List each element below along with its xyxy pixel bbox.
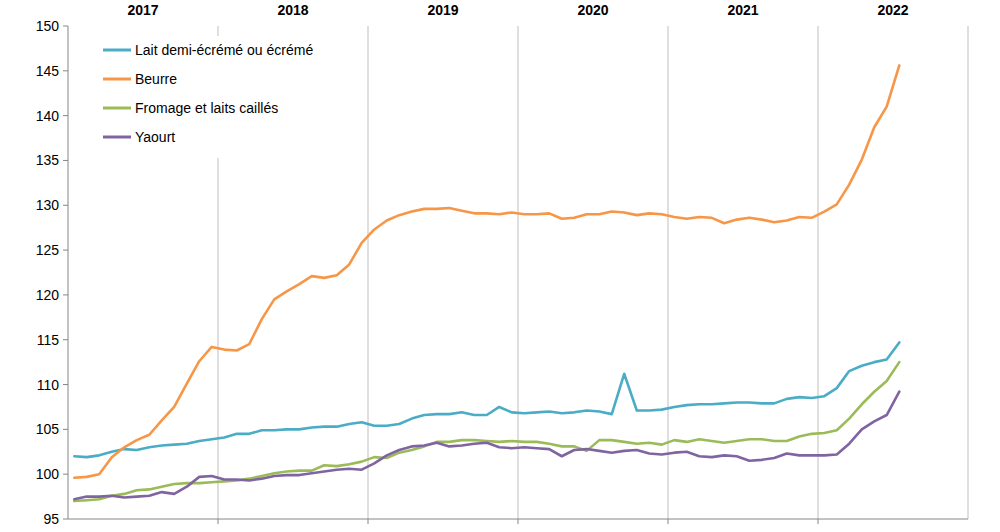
legend-swatch [103,49,131,52]
x-tick-label: 2020 [577,2,608,18]
series-line [74,362,899,501]
legend-label: Lait demi-écrémé ou écrémé [135,42,313,58]
y-tick-label: 105 [36,421,60,437]
y-tick-mark [63,429,68,430]
y-tick-label: 110 [37,377,60,393]
y-tick-mark [63,115,68,116]
legend-box [95,36,357,158]
x-tick-mark [668,519,669,524]
y-tick-label: 140 [36,108,60,124]
y-tick-label: 145 [36,63,60,79]
series-line [74,392,899,500]
y-tick-mark [63,339,68,340]
y-tick-label: 120 [36,287,60,303]
y-tick-mark [63,474,68,475]
y-tick-label: 150 [36,18,60,34]
legend-swatch [103,78,131,81]
range-end-line [968,26,969,519]
chart: 95 100 105 110 115 120 125 130 135 140 145 150 2017 2… [0,0,1000,532]
x-tick-label: 2017 [127,2,158,18]
x-tick-mark [518,519,519,524]
y-tick-mark [63,26,68,27]
x-axis [68,519,968,520]
y-tick-mark [63,250,68,251]
grid-line [368,26,369,519]
y-tick-mark [63,205,68,206]
x-tick-mark [368,519,369,524]
y-tick-mark [63,160,68,161]
grid-line [668,26,669,519]
y-tick-label: 135 [36,152,60,168]
y-tick-label: 95 [43,511,59,527]
y-tick-mark [63,519,68,520]
y-tick-label: 130 [36,197,60,213]
grid-line [818,26,819,519]
legend-swatch [103,136,131,139]
legend-label: Beurre [135,71,177,87]
y-tick-label: 125 [36,242,60,258]
x-tick-mark [818,519,819,524]
grid-line [518,26,519,519]
x-tick-mark [218,519,219,524]
y-tick-mark [63,294,68,295]
y-tick-label: 115 [37,332,60,348]
y-tick-label: 100 [36,466,60,482]
x-tick-label: 2019 [427,2,458,18]
x-tick-label: 2022 [877,2,908,18]
y-axis [68,26,69,519]
legend-label: Fromage et laits caillés [135,100,278,116]
x-tick-label: 2021 [727,2,758,18]
x-tick-label: 2018 [277,2,308,18]
legend-label: Yaourt [135,129,175,145]
legend: Lait demi-écrémé ou écrémé Beurre Fromage … [95,36,357,158]
legend-swatch [103,107,131,110]
y-tick-mark [63,70,68,71]
y-tick-mark [63,384,68,385]
